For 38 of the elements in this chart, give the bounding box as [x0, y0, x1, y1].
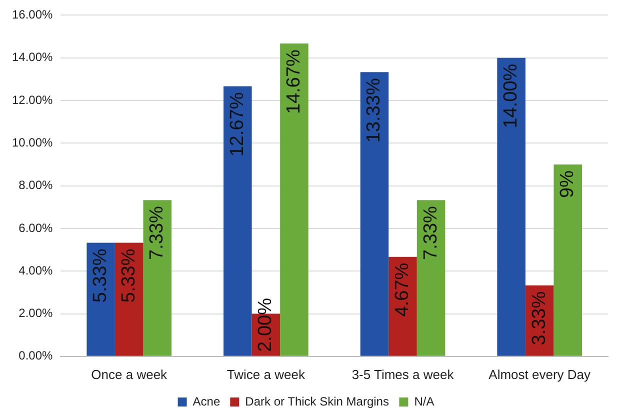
- y-tick-label: 4.00%: [18, 263, 54, 278]
- y-tick-label: 2.00%: [18, 306, 54, 320]
- bar: [224, 86, 252, 356]
- y-tick-label: 10.00%: [12, 135, 54, 150]
- bar: [280, 44, 308, 356]
- x-tick-label: Twice a week: [226, 366, 306, 382]
- x-tick-label: 3-5 Times a week: [352, 366, 454, 382]
- data-label: 2.00%: [255, 298, 276, 352]
- legend-label: Dark or Thick Skin Margins: [245, 394, 389, 408]
- y-tick-label: 16.00%: [12, 8, 54, 22]
- x-tick-label: Almost every Day: [488, 366, 592, 382]
- bar: [497, 58, 526, 356]
- bar: [143, 200, 172, 356]
- y-tick-label: 0.00%: [18, 348, 54, 363]
- data-label: 14.00%: [500, 64, 522, 128]
- y-tick-label: 6.00%: [18, 220, 54, 235]
- bar: [360, 72, 389, 356]
- data-label: 7.33%: [420, 206, 442, 260]
- y-tick-label: 14.00%: [12, 50, 54, 64]
- x-tick-label: Once a week: [91, 366, 168, 382]
- data-label: 5.33%: [90, 248, 112, 303]
- data-label: 9%: [557, 170, 578, 198]
- y-tick-label: 8.00%: [18, 178, 54, 192]
- data-label: 13.33%: [364, 78, 385, 143]
- data-label: 12.67%: [226, 92, 248, 157]
- data-label: 3.33%: [528, 291, 550, 346]
- bar: [86, 242, 115, 356]
- bar: [554, 164, 582, 356]
- legend-label: N/A: [414, 394, 434, 408]
- bar: [416, 200, 446, 356]
- data-label: 4.67%: [392, 262, 413, 317]
- data-label: 5.33%: [118, 248, 140, 303]
- bar: [388, 256, 417, 356]
- bar: [114, 242, 144, 356]
- legend-label: Acne: [192, 394, 220, 408]
- data-label: 7.33%: [146, 206, 168, 260]
- y-tick-label: 12.00%: [12, 92, 54, 107]
- data-label: 14.67%: [283, 49, 304, 114]
